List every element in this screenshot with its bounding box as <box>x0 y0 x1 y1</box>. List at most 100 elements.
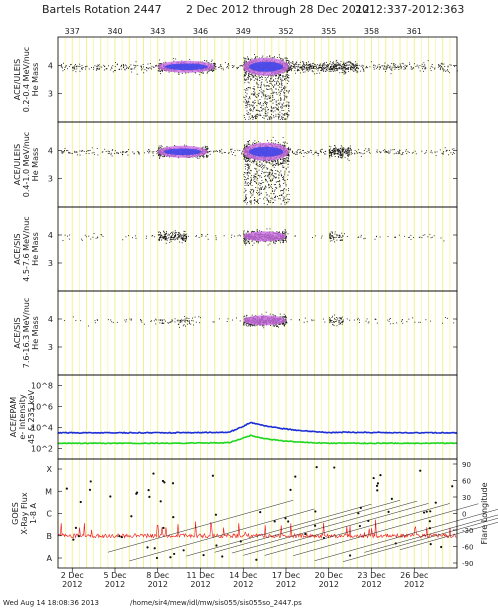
data-point <box>178 74 180 75</box>
data-point <box>279 111 281 113</box>
data-point <box>70 63 72 65</box>
data-point <box>305 62 307 63</box>
data-point <box>244 159 246 161</box>
data-point <box>362 66 363 68</box>
data-point <box>68 151 70 153</box>
data-point <box>63 62 64 64</box>
data-point <box>303 65 305 67</box>
data-point <box>285 57 287 59</box>
data-point <box>275 116 277 118</box>
data-point <box>315 65 317 67</box>
data-point <box>294 63 296 65</box>
data-point <box>104 66 106 67</box>
data-point <box>73 66 75 68</box>
data-point <box>327 67 329 69</box>
data-point <box>286 60 288 62</box>
data-point <box>322 64 324 66</box>
data-point <box>271 57 273 59</box>
data-point <box>421 65 423 67</box>
data-point <box>350 63 352 65</box>
data-point <box>435 155 437 157</box>
data-point <box>284 141 286 143</box>
data-point <box>265 78 267 80</box>
data-point <box>263 203 265 204</box>
data-point <box>150 68 152 70</box>
data-point <box>323 63 325 65</box>
data-point <box>360 70 362 72</box>
data-point <box>388 150 390 152</box>
data-point <box>116 64 118 66</box>
data-point <box>281 83 283 85</box>
data-point <box>173 144 175 146</box>
data-point <box>286 155 288 157</box>
data-point <box>288 102 290 104</box>
data-point <box>272 57 274 59</box>
data-point <box>303 156 305 158</box>
data-point <box>440 66 442 68</box>
data-point <box>133 68 135 70</box>
data-point <box>262 55 264 57</box>
data-point <box>320 67 322 68</box>
data-point <box>220 65 221 67</box>
data-point <box>279 83 281 85</box>
data-point <box>398 67 400 68</box>
data-point <box>160 73 161 75</box>
data-point <box>341 64 343 66</box>
data-point <box>265 175 267 177</box>
data-point <box>249 172 251 174</box>
data-point <box>249 87 251 89</box>
data-point <box>286 160 288 162</box>
data-point <box>185 72 187 74</box>
data-point <box>245 168 246 170</box>
data-point <box>330 65 331 67</box>
data-point <box>405 68 407 70</box>
data-point <box>266 98 268 100</box>
data-point <box>260 167 262 168</box>
data-point <box>252 101 254 103</box>
data-point <box>140 65 142 67</box>
data-point <box>253 107 255 109</box>
data-point <box>325 70 327 72</box>
data-point <box>252 75 254 77</box>
data-point <box>265 171 267 173</box>
data-point <box>72 68 74 70</box>
data-point <box>255 95 257 97</box>
data-point <box>275 101 277 103</box>
data-point <box>282 72 284 74</box>
data-point <box>278 92 280 94</box>
data-point <box>250 108 251 110</box>
data-point <box>61 66 63 68</box>
data-point <box>169 156 171 158</box>
data-point <box>246 110 248 112</box>
data-point <box>322 69 324 71</box>
data-point <box>443 151 445 153</box>
data-point <box>445 70 446 72</box>
data-point <box>252 117 254 119</box>
data-point <box>263 108 264 110</box>
data-point <box>368 148 370 150</box>
data-point <box>451 148 453 150</box>
data-point <box>278 181 280 183</box>
data-point <box>350 149 352 151</box>
data-point <box>279 143 281 145</box>
data-point <box>272 94 274 96</box>
data-point <box>329 67 331 69</box>
data-point <box>343 70 345 72</box>
data-point <box>280 82 282 84</box>
data-point <box>284 92 286 94</box>
data-point <box>101 66 103 68</box>
data-point <box>268 96 270 98</box>
data-point <box>254 117 256 119</box>
data-point <box>345 62 347 64</box>
data-point <box>246 71 248 73</box>
data-point <box>341 72 343 74</box>
data-point <box>281 89 283 91</box>
data-point <box>213 64 215 66</box>
data-point <box>162 155 164 157</box>
data-point <box>253 54 255 55</box>
data-point <box>64 69 65 70</box>
data-point <box>384 69 386 71</box>
data-point <box>391 63 393 64</box>
data-point <box>247 112 249 113</box>
data-point <box>272 136 274 138</box>
